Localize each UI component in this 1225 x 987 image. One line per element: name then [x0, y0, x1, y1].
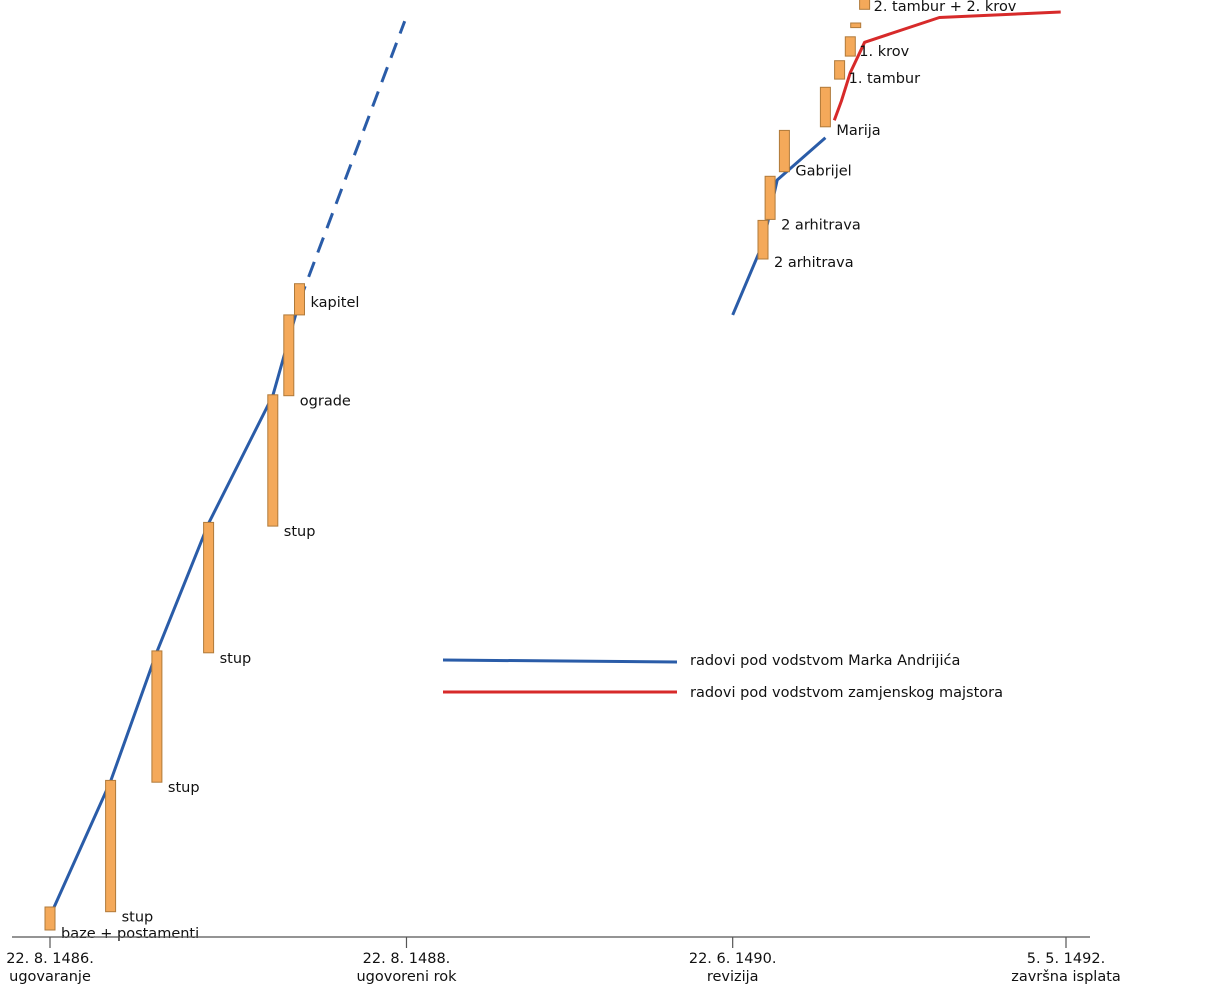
milestone-label-8: 2 arhitrava — [781, 218, 861, 234]
legend-label-1: radovi pod vodstvom zamjenskog majstora — [690, 685, 1003, 701]
milestone-bar-14 — [859, 0, 871, 10]
x-tick-label-0: ugovaranje — [9, 969, 91, 985]
milestone-bar-2 — [151, 650, 163, 783]
milestone-bar-9 — [778, 129, 790, 173]
milestone-label-2: stup — [168, 780, 200, 796]
milestone-label-9: Gabrijel — [795, 164, 851, 180]
milestone-bar-6 — [294, 283, 305, 316]
milestone-label-10: Marija — [836, 123, 880, 139]
milestone-bar-3 — [203, 521, 215, 654]
milestone-bar-10 — [819, 86, 831, 128]
bars-layer — [44, 0, 871, 931]
milestone-label-5: ograde — [300, 394, 351, 410]
x-tick-date-3: 5. 5. 1492. — [1027, 951, 1105, 967]
milestone-label-4: stup — [284, 524, 316, 540]
milestone-label-7: 2 arhitrava — [774, 255, 854, 271]
milestone-bar-13 — [850, 22, 862, 29]
milestone-bar-12 — [844, 36, 856, 57]
milestone-bar-11 — [834, 60, 846, 80]
series-line-0-segment-0 — [48, 300, 301, 917]
legend: radovi pod vodstvom Marka Andrijića radov… — [442, 653, 1003, 701]
milestone-bar-7 — [757, 219, 769, 260]
legend-swatch-0 — [442, 658, 678, 664]
series-line-0-segment-1 — [298, 20, 407, 302]
milestone-label-0: baze + postamenti — [61, 926, 199, 942]
milestone-label-6: kapitel — [311, 295, 360, 311]
milestone-label-12: 1. krov — [859, 44, 909, 60]
milestone-bar-1 — [105, 779, 117, 913]
milestone-label-11: 1. tambur — [849, 71, 921, 87]
x-tick-date-0: 22. 8. 1486. — [6, 951, 94, 967]
series-layer — [48, 10, 1061, 917]
x-tick-label-1: ugovoreni rok — [356, 969, 457, 985]
milestone-bar-0 — [44, 906, 56, 931]
x-tick-date-2: 22. 6. 1490. — [689, 951, 777, 967]
legend-label-0: radovi pod vodstvom Marka Andrijića — [690, 653, 960, 669]
milestone-label-3: stup — [220, 651, 252, 667]
bar-labels-layer: baze + postamentistupstupstupstupogradek… — [61, 0, 1017, 942]
milestone-bar-8 — [764, 175, 776, 220]
milestone-bar-4 — [267, 394, 279, 527]
milestone-label-14: 2. tambur + 2. krov — [874, 0, 1017, 15]
x-tick-label-3: završna isplata — [1011, 969, 1121, 985]
x-axis: 22. 8. 1486. ugovaranje 22. 8. 1488. ugovor… — [6, 936, 1121, 985]
x-tick-date-1: 22. 8. 1488. — [363, 951, 451, 967]
x-tick-label-2: revizija — [707, 969, 759, 985]
series-line-1-segment-0 — [832, 10, 1061, 121]
milestone-label-1: stup — [122, 910, 154, 926]
milestone-bar-5 — [283, 314, 295, 397]
